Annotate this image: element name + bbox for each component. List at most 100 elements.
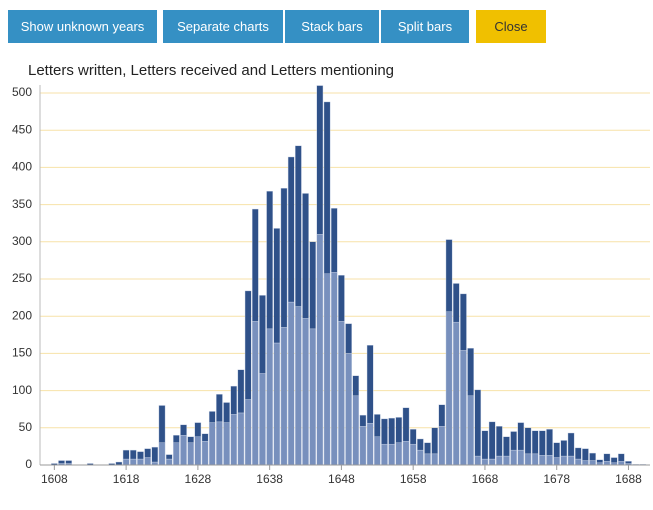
y-tick-label: 200 — [12, 308, 32, 322]
bar-segment — [230, 414, 238, 466]
bar-segment — [323, 101, 331, 274]
bar-segment — [359, 426, 367, 466]
button[interactable]: Close — [476, 10, 546, 43]
bar-segment — [338, 321, 345, 466]
bar-segment — [316, 234, 324, 466]
bar-segment — [144, 448, 151, 458]
bar-segment — [201, 440, 209, 466]
y-tick-label: 400 — [12, 160, 32, 174]
bar-segment — [302, 193, 309, 319]
bar-segment — [381, 418, 388, 445]
bar-segment — [151, 446, 159, 463]
y-tick-label: 0 — [25, 457, 32, 471]
bar-segment — [287, 156, 295, 303]
bar-segment — [567, 432, 575, 457]
bar-segment — [510, 431, 517, 451]
bar-segment — [388, 417, 395, 445]
bar-segment — [352, 375, 360, 397]
bar-segment — [388, 443, 395, 466]
bar-segment — [503, 436, 510, 457]
bar-segment — [539, 430, 546, 456]
bar-segment — [596, 459, 604, 463]
bar-segment — [295, 306, 302, 466]
bar-segment — [173, 435, 180, 443]
bar-segment — [589, 452, 596, 461]
bar-segment — [618, 461, 625, 466]
bar-segment — [467, 395, 474, 466]
bar-segment — [431, 427, 438, 455]
x-tick-label: 1668 — [472, 472, 499, 486]
y-tick-label: 500 — [12, 85, 32, 99]
bar-segment — [302, 318, 309, 466]
x-tick-label: 1688 — [615, 472, 642, 486]
bar-segment — [531, 453, 539, 466]
bar-segment — [65, 460, 72, 464]
bar-segment — [517, 422, 525, 451]
bar-segment — [445, 311, 453, 466]
bar-segment — [330, 272, 338, 466]
bar-segment — [259, 295, 266, 374]
bar-segment — [603, 453, 611, 462]
bar-segment — [208, 411, 216, 423]
bar-segment — [546, 455, 553, 466]
bar-segment — [280, 188, 288, 328]
bar-segment — [539, 455, 546, 466]
bar-segment — [122, 458, 130, 466]
bar-segment — [237, 369, 245, 414]
bar-segment — [130, 449, 137, 460]
bar-segment — [474, 455, 482, 466]
x-tick-label: 1658 — [400, 472, 427, 486]
bar-segment — [366, 345, 374, 424]
bar-segment — [252, 321, 259, 466]
bar-segment — [165, 454, 173, 460]
bar-segment — [402, 407, 410, 442]
bar-segment — [424, 453, 431, 466]
bar-segment — [603, 461, 611, 466]
bar-segment — [58, 460, 65, 464]
bar-segment — [352, 395, 360, 466]
bar-segment — [553, 457, 560, 466]
bar-segment — [230, 385, 238, 415]
bar-segment — [496, 426, 503, 457]
x-tick-label: 1628 — [185, 472, 212, 486]
bar-segment — [481, 430, 489, 460]
bar-segment — [165, 458, 173, 466]
bar-segment — [560, 440, 568, 457]
button[interactable]: Split bars — [381, 10, 469, 43]
bar-segment — [280, 327, 288, 466]
bar-segment — [216, 394, 223, 423]
bar-segment — [158, 405, 166, 443]
bar-segment — [366, 423, 374, 466]
bar-segment — [467, 347, 474, 397]
bar-segment — [122, 449, 130, 460]
bar-segment — [323, 273, 331, 466]
bar-segment — [194, 436, 202, 466]
bar-segment — [287, 301, 295, 466]
button[interactable]: Separate charts — [163, 10, 283, 43]
bar-segment — [374, 436, 381, 466]
bar-segment — [187, 442, 194, 466]
bar-segment — [266, 328, 273, 466]
bar-segment — [345, 353, 352, 466]
bar-segment — [330, 208, 338, 273]
x-tick-label: 1618 — [113, 472, 140, 486]
bar-segment — [137, 451, 144, 460]
button[interactable]: Show unknown years — [8, 10, 157, 43]
bar-segment — [438, 404, 446, 427]
bar-segment — [144, 457, 151, 466]
bar-segment — [309, 241, 316, 330]
bar-segment — [574, 447, 582, 460]
bar-segment — [438, 426, 446, 466]
bar-segment — [158, 442, 166, 466]
bar-segment — [625, 461, 632, 464]
bar-segment — [223, 422, 230, 466]
x-tick-label: 1608 — [41, 472, 68, 486]
bar-segment — [395, 442, 403, 466]
bar-segment — [618, 453, 625, 462]
button[interactable]: Stack bars — [285, 10, 379, 43]
bar-segment — [582, 460, 589, 466]
bar-segment — [610, 457, 618, 463]
bar-segment — [359, 414, 367, 427]
bar-segment — [338, 275, 345, 322]
